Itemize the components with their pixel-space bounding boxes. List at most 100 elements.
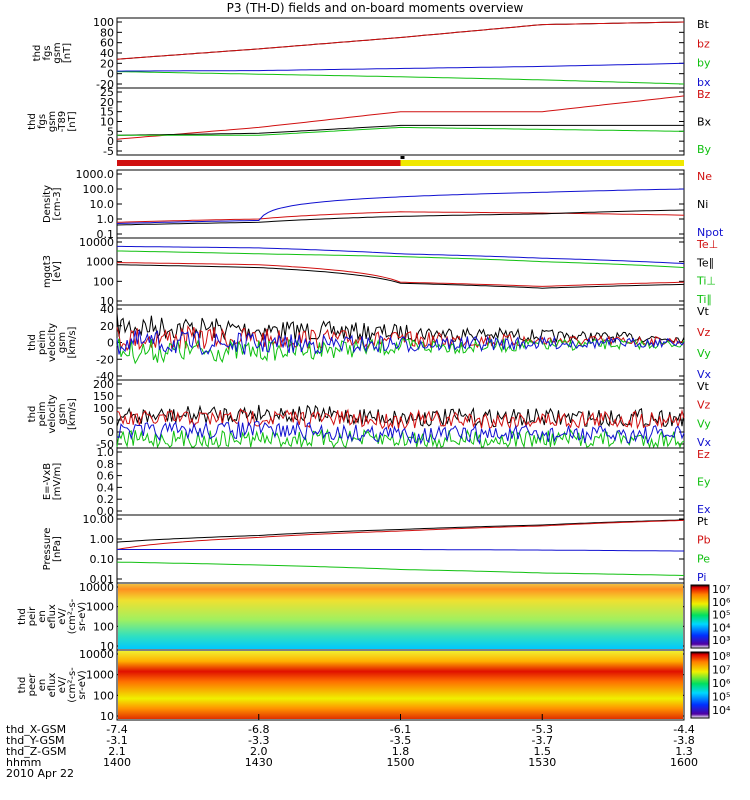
panel-frame-velA xyxy=(116,304,685,381)
ylabel-line: [km/s] xyxy=(67,326,78,358)
ytick-label: 10000 xyxy=(79,236,114,249)
legend-Ni: Ni xyxy=(697,198,708,211)
xaxis-value: 1430 xyxy=(245,756,273,769)
chart-title: P3 (TH-D) fields and on-board moments ov… xyxy=(226,1,524,15)
date-label: 2010 Apr 22 xyxy=(6,767,74,780)
ytick-label: 10000 xyxy=(79,581,114,594)
xaxis-value: -3.8 xyxy=(673,734,694,747)
xaxis-value: -3.5 xyxy=(390,734,411,747)
ytick-label: 10 xyxy=(100,640,114,653)
status-bar-segment xyxy=(117,160,401,166)
legend-Ne: Ne xyxy=(697,170,712,183)
xaxis-value: 1.5 xyxy=(534,745,552,758)
xaxis-value: 1.3 xyxy=(675,745,693,758)
xaxis-row-label: hhmm xyxy=(6,756,41,769)
xaxis-value: -3.7 xyxy=(532,734,553,747)
ylabel-line: velocity xyxy=(47,394,58,433)
legend-Vz: Vz xyxy=(697,399,711,412)
ylabel-line: fgs xyxy=(42,45,53,60)
ylabel-line: en xyxy=(37,610,48,623)
panel-frame-density xyxy=(116,169,685,239)
xaxis-value: 1.8 xyxy=(392,745,410,758)
ylabel-line: gsm xyxy=(47,111,58,132)
ytick-label: 0 xyxy=(107,135,114,148)
xaxis-value: 1530 xyxy=(528,756,556,769)
ytick-label: 10 xyxy=(100,710,114,723)
ytick-label: 100 xyxy=(93,16,114,29)
legend-Npot: Npot xyxy=(697,226,724,239)
xaxis-value: -6.1 xyxy=(390,723,411,736)
legend-Pe: Pe xyxy=(697,552,710,565)
xaxis-value: -6.8 xyxy=(248,723,269,736)
status-bar-segment xyxy=(400,160,684,166)
legend-bx: bx xyxy=(697,76,711,89)
legend-Te∥: Te∥ xyxy=(696,256,714,269)
ylabel-line: thd xyxy=(27,113,38,130)
series-density-Ni xyxy=(116,209,685,226)
series-density-Npot xyxy=(116,188,685,224)
series-pressure-Pi xyxy=(117,549,684,552)
spectrogram-ionspec xyxy=(118,584,683,649)
ytick-label: -50 xyxy=(96,438,114,451)
ylabel-line: mgαt3 xyxy=(42,255,53,288)
colorbar-label: 10⁵ xyxy=(712,691,730,704)
xaxis-row-label: thd_Y-GSM xyxy=(6,734,65,747)
ytick-label: 150 xyxy=(93,390,114,403)
series-pressure-Pt xyxy=(116,519,685,543)
ylabel-line: [mV/m] xyxy=(52,463,63,501)
ytick-label: 100 xyxy=(93,620,114,633)
ytick-label: 10 xyxy=(100,295,114,308)
colorbar-ionspec xyxy=(690,584,710,649)
ylabel-line: thd xyxy=(27,406,38,423)
ytick-label: 0.4 xyxy=(97,481,115,494)
ylabel-line: thd xyxy=(17,608,28,625)
colorbar-label: 10⁷ xyxy=(712,583,730,596)
ytick-label: 80 xyxy=(100,26,114,39)
series-t89-Bx xyxy=(116,124,684,136)
ytick-label: 20 xyxy=(100,96,114,109)
ylabel-line: thd xyxy=(27,334,38,351)
series-temp-Ti⊥ xyxy=(117,250,685,269)
ytick-label: 20 xyxy=(100,57,114,70)
series-temp-Ti∥ xyxy=(117,245,685,265)
series-temp-Te⊥ xyxy=(117,262,685,287)
ytick-label: 1000.0 xyxy=(76,168,115,181)
legend-Pi: Pi xyxy=(697,571,706,584)
ytick-label: 100.0 xyxy=(83,183,115,196)
panel-frame-temp xyxy=(116,237,685,306)
ytick-label: -20 xyxy=(96,78,114,91)
colorbar-elespec xyxy=(690,651,710,719)
legend-Ti∥: Ti∥ xyxy=(696,293,712,306)
ytick-label: 0.0 xyxy=(97,505,115,518)
legend-Ez: Ez xyxy=(697,448,710,461)
ylabel-line: eflux xyxy=(47,604,58,629)
legend-Vy: Vy xyxy=(697,347,711,360)
legend-Te⊥: Te⊥ xyxy=(696,238,718,251)
xaxis-value: 1500 xyxy=(387,756,415,769)
ytick-label: 60 xyxy=(100,37,114,50)
ylabel-line: E=-VxB xyxy=(42,463,53,500)
legend-Ti⊥: Ti⊥ xyxy=(696,275,716,288)
legend-Vt: Vt xyxy=(697,380,710,393)
ytick-label: 1.0 xyxy=(97,446,115,459)
ytick-label: 5 xyxy=(107,125,114,138)
ytick-label: -5 xyxy=(103,145,114,158)
series-fgs-bx xyxy=(117,62,685,72)
ylabel-line: thd xyxy=(32,45,43,62)
ylabel-line: eV/ xyxy=(57,608,68,625)
series-t89-Bz xyxy=(116,95,685,140)
series-pressure-Pe xyxy=(116,561,685,576)
ylabel-line: gsm xyxy=(52,42,63,63)
ylabel-line: peim xyxy=(37,330,48,355)
legend-Pt: Pt xyxy=(697,515,709,528)
legend-Pb: Pb xyxy=(697,534,711,547)
ytick-label: 1.0 xyxy=(97,213,115,226)
colorbar-label: 10⁵ xyxy=(712,609,730,622)
ytick-label: 1000 xyxy=(86,601,114,614)
ytick-label: 1000 xyxy=(86,256,114,269)
ylabel-line: Density xyxy=(42,185,53,223)
legend-By: By xyxy=(697,143,712,156)
xaxis-row-label: thd_X-GSM xyxy=(6,723,66,736)
legend-Ey: Ey xyxy=(697,476,711,489)
